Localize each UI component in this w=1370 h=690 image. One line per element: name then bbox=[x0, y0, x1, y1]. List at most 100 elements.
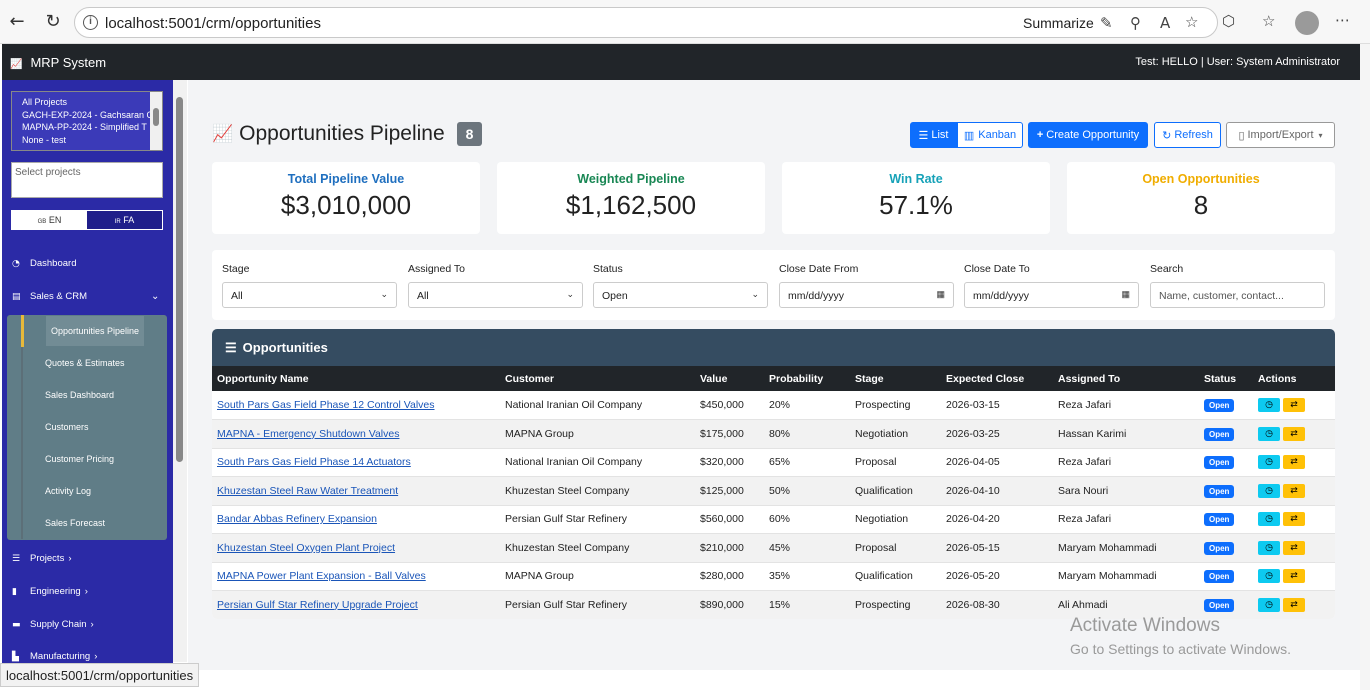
activity-clock-icon[interactable]: ◷ bbox=[1258, 426, 1280, 441]
close-from-input[interactable]: mm/dd/yyyy ▦ bbox=[779, 282, 954, 308]
brand[interactable]: 📈 MRP System bbox=[10, 55, 106, 70]
table-row[interactable]: MAPNA - Emergency Shutdown Valves MAPNA G… bbox=[212, 419, 1335, 449]
more-menu-icon[interactable]: ⋯ bbox=[1335, 11, 1350, 29]
table-row[interactable]: Bandar Abbas Refinery Expansion Persian G… bbox=[212, 505, 1335, 534]
project-option[interactable]: MAPNA-PP-2024 - Simplified T bbox=[22, 122, 147, 132]
opportunity-link[interactable]: Khuzestan Steel Oxygen Plant Project bbox=[217, 541, 396, 554]
stage-select[interactable]: All ⌄ bbox=[222, 282, 397, 308]
read-aloud-icon[interactable]: A bbox=[1160, 14, 1171, 32]
col-stage[interactable]: Stage bbox=[850, 366, 941, 391]
change-stage-icon[interactable]: ⇄ bbox=[1283, 455, 1305, 470]
change-stage-icon[interactable]: ⇄ bbox=[1283, 597, 1305, 612]
activity-clock-icon[interactable]: ◷ bbox=[1258, 455, 1280, 470]
col-opportunity-name[interactable]: Opportunity Name bbox=[212, 366, 500, 391]
opportunity-link[interactable]: South Pars Gas Field Phase 12 Control Va… bbox=[217, 399, 435, 411]
col-value[interactable]: Value bbox=[695, 366, 764, 391]
activity-clock-icon[interactable]: ◷ bbox=[1258, 540, 1280, 555]
activity-clock-icon[interactable]: ◷ bbox=[1258, 483, 1280, 498]
page-scrollbar[interactable] bbox=[1360, 44, 1370, 690]
project-list-scrollbar[interactable] bbox=[150, 92, 162, 150]
sidebar-item-quotes[interactable]: Quotes & Estimates bbox=[21, 347, 161, 379]
project-listbox[interactable]: All Projects GACH-EXP-2024 - Gachsaran O… bbox=[11, 91, 163, 151]
cell-opportunity-name: South Pars Gas Field Phase 12 Control Va… bbox=[212, 391, 500, 420]
col-customer[interactable]: Customer bbox=[500, 366, 695, 391]
kanban-view-button[interactable]: ▥ Kanban bbox=[957, 122, 1023, 148]
url-text[interactable]: localhost:5001/crm/opportunities bbox=[105, 15, 321, 32]
calendar-icon[interactable]: ▦ bbox=[936, 289, 945, 299]
sidebar-item-activity-log[interactable]: Activity Log bbox=[21, 475, 161, 507]
sidebar-item-opportunities[interactable]: Opportunities Pipeline bbox=[21, 315, 161, 347]
sidebar-item-customers[interactable]: Customers bbox=[21, 411, 161, 443]
col-assigned-to[interactable]: Assigned To bbox=[1053, 366, 1199, 391]
sidebar-item-sales-forecast[interactable]: Sales Forecast bbox=[21, 507, 161, 539]
stat-card-weighted: Weighted Pipeline $1,162,500 bbox=[497, 162, 765, 234]
table-row[interactable]: Khuzestan Steel Raw Water Treatment Khuze… bbox=[212, 476, 1335, 506]
change-stage-icon[interactable]: ⇄ bbox=[1283, 483, 1305, 498]
opportunity-link[interactable]: South Pars Gas Field Phase 14 Actuators bbox=[217, 456, 411, 469]
reload-icon[interactable]: ↻ bbox=[45, 11, 61, 32]
profile-avatar[interactable] bbox=[1295, 11, 1319, 35]
stat-value: 8 bbox=[1193, 190, 1209, 220]
nav-manufacturing[interactable]: ▙ Manufacturing › bbox=[12, 651, 97, 662]
create-opportunity-button[interactable]: + Create Opportunity bbox=[1028, 122, 1148, 148]
calendar-icon[interactable]: ▦ bbox=[1121, 289, 1130, 299]
sidebar-item-customer-pricing[interactable]: Customer Pricing bbox=[21, 443, 161, 475]
activity-clock-icon[interactable]: ◷ bbox=[1258, 569, 1280, 584]
col-probability[interactable]: Probability bbox=[764, 366, 850, 391]
project-option[interactable]: GACH-EXP-2024 - Gachsaran O bbox=[22, 109, 154, 120]
nav-supply-chain[interactable]: ▬ Supply Chain › bbox=[12, 619, 94, 630]
project-select-input[interactable]: Select projects bbox=[11, 162, 163, 198]
cell-status: Open bbox=[1199, 391, 1253, 420]
address-bar[interactable]: i localhost:5001/crm/opportunities Summa… bbox=[74, 7, 1218, 38]
opportunity-link[interactable]: MAPNA Power Plant Expansion - Ball Valve… bbox=[217, 570, 426, 583]
status-badge: Open bbox=[1204, 484, 1235, 498]
change-stage-icon[interactable]: ⇄ bbox=[1283, 398, 1305, 412]
table-row[interactable]: Khuzestan Steel Oxygen Plant Project Khuz… bbox=[212, 533, 1335, 563]
project-option[interactable]: All Projects bbox=[22, 97, 68, 107]
opportunity-link[interactable]: Khuzestan Steel Raw Water Treatment bbox=[217, 484, 399, 497]
assigned-select[interactable]: All ⌄ bbox=[408, 282, 583, 308]
activity-clock-icon[interactable]: ◷ bbox=[1258, 398, 1280, 412]
table-row[interactable]: South Pars Gas Field Phase 14 Actuators N… bbox=[212, 448, 1335, 477]
change-stage-icon[interactable]: ⇄ bbox=[1283, 540, 1305, 555]
zoom-icon[interactable]: ⚲ bbox=[1130, 14, 1141, 32]
table-row[interactable]: Persian Gulf Star Refinery Upgrade Proje… bbox=[212, 590, 1335, 619]
change-stage-icon[interactable]: ⇄ bbox=[1283, 512, 1305, 527]
summarize-icon[interactable]: ✎ bbox=[1100, 14, 1113, 32]
search-input[interactable]: Name, customer, contact... bbox=[1150, 282, 1325, 308]
lang-en-button[interactable]: GB EN bbox=[12, 211, 87, 229]
change-stage-icon[interactable]: ⇄ bbox=[1283, 426, 1305, 441]
col-expected-close[interactable]: Expected Close bbox=[941, 366, 1053, 391]
opportunity-link[interactable]: Bandar Abbas Refinery Expansion bbox=[217, 513, 377, 526]
nav-dashboard[interactable]: ◔ Dashboard bbox=[12, 258, 76, 269]
sidebar-scrollbar[interactable] bbox=[173, 80, 187, 662]
activity-clock-icon[interactable]: ◷ bbox=[1258, 597, 1280, 612]
sidebar-item-sales-dashboard[interactable]: Sales Dashboard bbox=[21, 379, 161, 411]
activity-clock-icon[interactable]: ◷ bbox=[1258, 512, 1280, 527]
table-title-text: Opportunities bbox=[242, 340, 328, 355]
nav-sales-crm[interactable]: ▤ Sales & CRM ⌄ bbox=[12, 291, 159, 302]
nav-projects[interactable]: ☰ Projects › bbox=[12, 553, 72, 564]
col-status[interactable]: Status bbox=[1199, 366, 1253, 391]
table-row[interactable]: South Pars Gas Field Phase 12 Control Va… bbox=[212, 391, 1335, 420]
opportunity-link[interactable]: Persian Gulf Star Refinery Upgrade Proje… bbox=[217, 598, 418, 611]
cell-assigned-to: Maryam Mohammadi bbox=[1053, 533, 1199, 563]
table-row[interactable]: MAPNA Power Plant Expansion - Ball Valve… bbox=[212, 562, 1335, 591]
change-stage-icon[interactable]: ⇄ bbox=[1283, 569, 1305, 584]
status-badge: Open bbox=[1204, 541, 1235, 555]
back-icon[interactable]: ← bbox=[9, 11, 25, 32]
extensions-icon[interactable]: ⬡ bbox=[1222, 12, 1236, 30]
info-icon[interactable]: i bbox=[83, 15, 98, 30]
favorite-star-icon[interactable]: ☆ bbox=[1185, 13, 1199, 31]
close-to-input[interactable]: mm/dd/yyyy ▦ bbox=[964, 282, 1139, 308]
summarize-button[interactable]: Summarize bbox=[1023, 15, 1094, 31]
status-select[interactable]: Open ⌄ bbox=[593, 282, 768, 308]
import-export-dropdown[interactable]: ▯ Import/Export ▾ bbox=[1226, 122, 1335, 148]
project-option[interactable]: None - test bbox=[22, 134, 67, 145]
list-view-button[interactable]: ☰ List bbox=[910, 122, 957, 148]
refresh-button[interactable]: ↻ Refresh bbox=[1154, 122, 1221, 148]
favorites-icon[interactable]: ☆ bbox=[1262, 12, 1276, 30]
nav-engineering[interactable]: ▮ Engineering › bbox=[12, 586, 88, 597]
opportunity-link[interactable]: MAPNA - Emergency Shutdown Valves bbox=[217, 427, 400, 440]
lang-fa-button[interactable]: IR FA bbox=[87, 211, 162, 229]
